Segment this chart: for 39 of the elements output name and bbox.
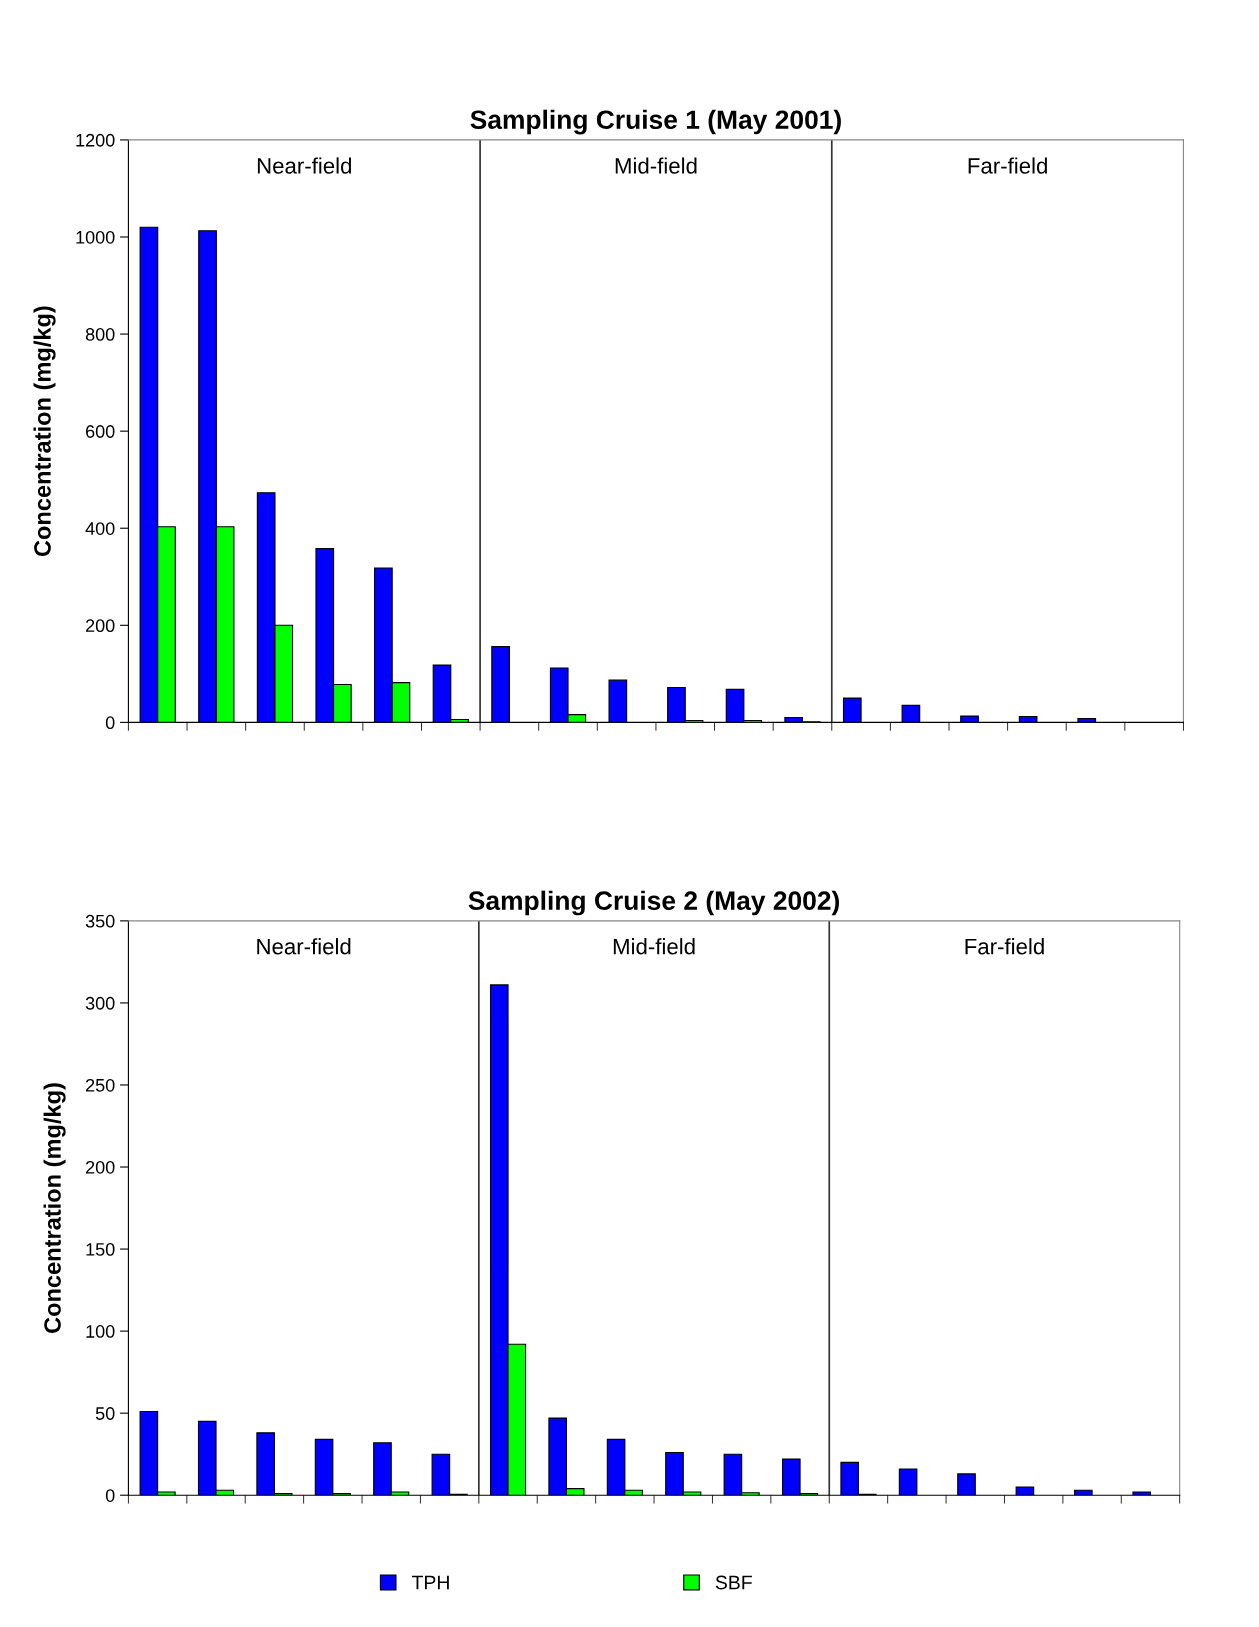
bar <box>842 697 862 723</box>
annotation: Near-field <box>257 157 351 174</box>
y-tick-label: 200 <box>86 1160 115 1174</box>
bar <box>960 715 979 723</box>
legend-label: SBF <box>715 1575 752 1590</box>
y-tick-label: 400 <box>85 522 115 535</box>
y-tick-label: 350 <box>85 914 115 928</box>
y-tick-label: 1200 <box>76 133 115 147</box>
y-tick-label: 0 <box>105 716 115 730</box>
y-tick-label: 250 <box>86 1078 115 1092</box>
bar <box>491 646 510 723</box>
legend-label: TPH <box>411 1575 449 1590</box>
bar <box>1015 1486 1035 1496</box>
bar <box>957 1473 976 1496</box>
chart-title: Sampling Cruise 2 (May 2002) <box>468 890 840 916</box>
y-tick-label: 0 <box>105 1489 115 1502</box>
bar <box>1077 717 1097 723</box>
y-axis-title: Concentration (mg/kg) <box>33 306 56 557</box>
annotation: Near-field <box>257 938 351 955</box>
bar <box>1074 1489 1093 1496</box>
bar <box>1018 716 1038 723</box>
y-tick-label: 200 <box>86 619 115 633</box>
chart-title: Sampling Cruise 1 (May 2001) <box>470 109 841 135</box>
bar <box>608 679 628 723</box>
annotation: Far-field <box>968 157 1047 174</box>
y-axis-title: Concentration (mg/kg) <box>43 1083 66 1333</box>
annotation: Far-field <box>965 938 1044 955</box>
bar <box>1132 1491 1152 1496</box>
y-tick-label: 150 <box>86 1243 115 1256</box>
y-tick-label: 800 <box>85 328 115 341</box>
y-tick-label: 600 <box>86 425 115 438</box>
y-tick-label: 50 <box>95 1407 115 1420</box>
bar <box>898 1468 918 1496</box>
y-tick-label: 1000 <box>76 230 115 244</box>
annotation: Mid-field <box>615 157 697 174</box>
y-tick-label: 300 <box>85 996 115 1010</box>
bar <box>901 704 921 723</box>
annotation: Mid-field <box>613 938 695 955</box>
y-tick-label: 100 <box>86 1325 115 1338</box>
